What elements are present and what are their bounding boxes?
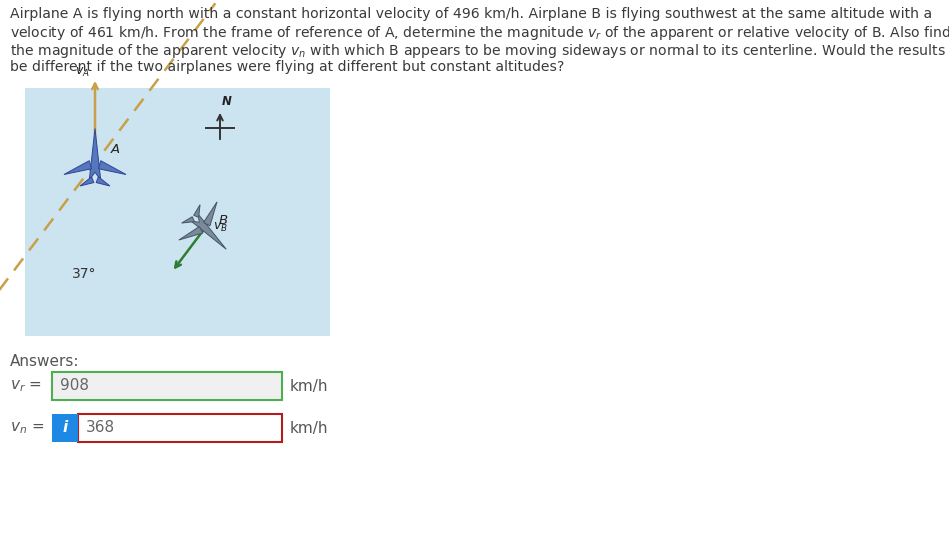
Text: velocity of 461 km/h. From the frame of reference of A, determine the magnitude : velocity of 461 km/h. From the frame of … bbox=[10, 25, 949, 43]
Polygon shape bbox=[181, 216, 195, 223]
Polygon shape bbox=[99, 161, 126, 174]
Text: N: N bbox=[222, 95, 232, 108]
Text: km/h: km/h bbox=[290, 420, 328, 436]
Bar bbox=[78, 414, 282, 442]
Bar bbox=[25, 88, 330, 336]
Text: the magnitude of the apparent velocity $v_n$ with which B appears to be moving s: the magnitude of the apparent velocity $… bbox=[10, 42, 946, 60]
Polygon shape bbox=[178, 226, 203, 240]
Text: $v_n$ =: $v_n$ = bbox=[10, 420, 45, 436]
Text: Airplane A is flying north with a constant horizontal velocity of 496 km/h. Airp: Airplane A is flying north with a consta… bbox=[10, 7, 932, 21]
Text: 368: 368 bbox=[86, 420, 115, 436]
Text: $v_A$: $v_A$ bbox=[75, 66, 90, 79]
Polygon shape bbox=[96, 177, 110, 186]
Text: B: B bbox=[219, 214, 228, 227]
Polygon shape bbox=[194, 204, 200, 218]
Polygon shape bbox=[64, 161, 91, 174]
Text: $v_B$: $v_B$ bbox=[213, 221, 228, 234]
Text: be different if the two airplanes were flying at different but constant altitude: be different if the two airplanes were f… bbox=[10, 60, 565, 73]
Polygon shape bbox=[80, 177, 94, 186]
Text: $v_r$ =: $v_r$ = bbox=[10, 378, 42, 394]
Bar bbox=[52, 372, 282, 400]
Bar bbox=[52, 414, 78, 442]
Polygon shape bbox=[204, 202, 217, 226]
Polygon shape bbox=[89, 128, 101, 180]
Text: i: i bbox=[63, 420, 67, 436]
Polygon shape bbox=[191, 214, 226, 249]
Text: Answers:: Answers: bbox=[10, 354, 80, 369]
Text: 37°: 37° bbox=[72, 267, 97, 281]
Text: A: A bbox=[111, 143, 121, 156]
Text: 908: 908 bbox=[60, 379, 89, 393]
Text: km/h: km/h bbox=[290, 379, 328, 393]
